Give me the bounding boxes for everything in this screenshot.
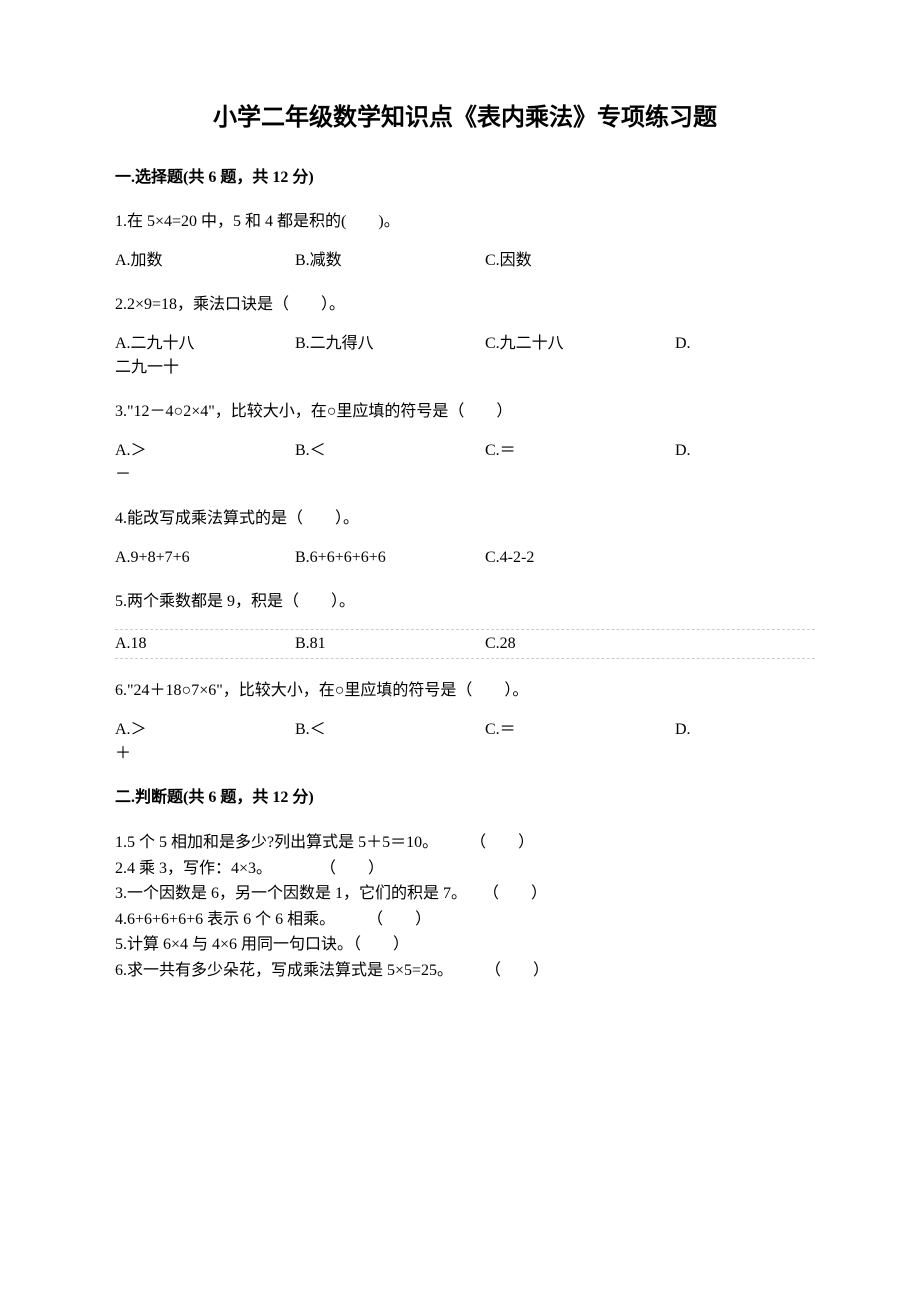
question-6: 6."24＋18○7×6"，比较大小，在○里应填的符号是（ ）。 A.＞ B.＜…: [115, 679, 815, 766]
question-3: 3."12－4○2×4"，比较大小，在○里应填的符号是（ ） A.＞ B.＜ C…: [115, 400, 815, 487]
document-title: 小学二年级数学知识点《表内乘法》专项练习题: [115, 100, 815, 136]
question-6-option-b: B.＜: [295, 718, 485, 742]
question-2: 2.2×9=18，乘法口诀是（ ）。 A.二九十八 B.二九得八 C.九二十八 …: [115, 293, 815, 380]
question-3-option-c: C.＝: [485, 439, 675, 463]
question-1-option-a: A.加数: [115, 249, 295, 273]
question-6-option-d-content: ＋: [115, 742, 815, 766]
judge-1: 1.5 个 5 相加和是多少?列出算式是 5＋5＝10。 （ ）: [115, 830, 815, 856]
dotted-line-bottom: [115, 658, 815, 659]
question-1-text: 1.在 5×4=20 中，5 和 4 都是积的( )。: [115, 210, 815, 234]
question-4-option-a: A.9+8+7+6: [115, 546, 295, 570]
question-2-option-d: D.: [675, 332, 715, 356]
question-3-option-b: B.＜: [295, 439, 485, 463]
dotted-line-top: [115, 629, 815, 630]
question-2-option-c: C.九二十八: [485, 332, 675, 356]
question-2-options: A.二九十八 B.二九得八 C.九二十八 D. 二九一十: [115, 332, 815, 380]
section2-header: 二.判断题(共 6 题，共 12 分): [115, 786, 815, 810]
section1-header: 一.选择题(共 6 题，共 12 分): [115, 166, 815, 190]
question-2-option-a: A.二九十八: [115, 332, 295, 356]
question-3-option-d-content: －: [115, 463, 815, 487]
question-2-option-b: B.二九得八: [295, 332, 485, 356]
question-5-option-a: A.18: [115, 632, 295, 656]
question-1: 1.在 5×4=20 中，5 和 4 都是积的( )。 A.加数 B.减数 C.…: [115, 210, 815, 273]
question-4: 4.能改写成乘法算式的是（ ）。 A.9+8+7+6 B.6+6+6+6+6 C…: [115, 507, 815, 570]
question-2-option-d-content: 二九一十: [115, 356, 815, 380]
question-6-option-a: A.＞: [115, 718, 295, 742]
question-6-option-d: D.: [675, 718, 715, 742]
question-5-text: 5.两个乘数都是 9，积是（ ）。: [115, 590, 815, 614]
question-5: 5.两个乘数都是 9，积是（ ）。 A.18 B.81 C.28: [115, 590, 815, 659]
question-2-text: 2.2×9=18，乘法口诀是（ ）。: [115, 293, 815, 317]
question-4-text: 4.能改写成乘法算式的是（ ）。: [115, 507, 815, 531]
question-4-options: A.9+8+7+6 B.6+6+6+6+6 C.4-2-2: [115, 546, 815, 570]
question-6-options: A.＞ B.＜ C.＝ D. ＋: [115, 718, 815, 766]
question-3-text: 3."12－4○2×4"，比较大小，在○里应填的符号是（ ）: [115, 400, 815, 424]
judge-4: 4.6+6+6+6+6 表示 6 个 6 相乘。 （ ）: [115, 907, 815, 933]
question-1-option-c: C.因数: [485, 249, 675, 273]
question-3-option-d: D.: [675, 439, 715, 463]
question-6-text: 6."24＋18○7×6"，比较大小，在○里应填的符号是（ ）。: [115, 679, 815, 703]
judge-6: 6.求一共有多少朵花，写成乘法算式是 5×5=25。 （ ）: [115, 958, 815, 984]
judge-3: 3.一个因数是 6，另一个因数是 1，它们的积是 7。 （ ）: [115, 881, 815, 907]
question-1-options: A.加数 B.减数 C.因数: [115, 249, 815, 273]
question-4-option-b: B.6+6+6+6+6: [295, 546, 485, 570]
question-3-options: A.＞ B.＜ C.＝ D. －: [115, 439, 815, 487]
question-5-options: A.18 B.81 C.28: [115, 632, 815, 656]
question-6-option-c: C.＝: [485, 718, 675, 742]
question-3-option-a: A.＞: [115, 439, 295, 463]
judge-5: 5.计算 6×4 与 4×6 用同一句口诀。（ ）: [115, 932, 815, 958]
judge-2: 2.4 乘 3，写作：4×3。 （ ）: [115, 856, 815, 882]
question-5-option-c: C.28: [485, 632, 675, 656]
question-4-option-c: C.4-2-2: [485, 546, 675, 570]
question-5-option-b: B.81: [295, 632, 485, 656]
question-1-option-b: B.减数: [295, 249, 485, 273]
